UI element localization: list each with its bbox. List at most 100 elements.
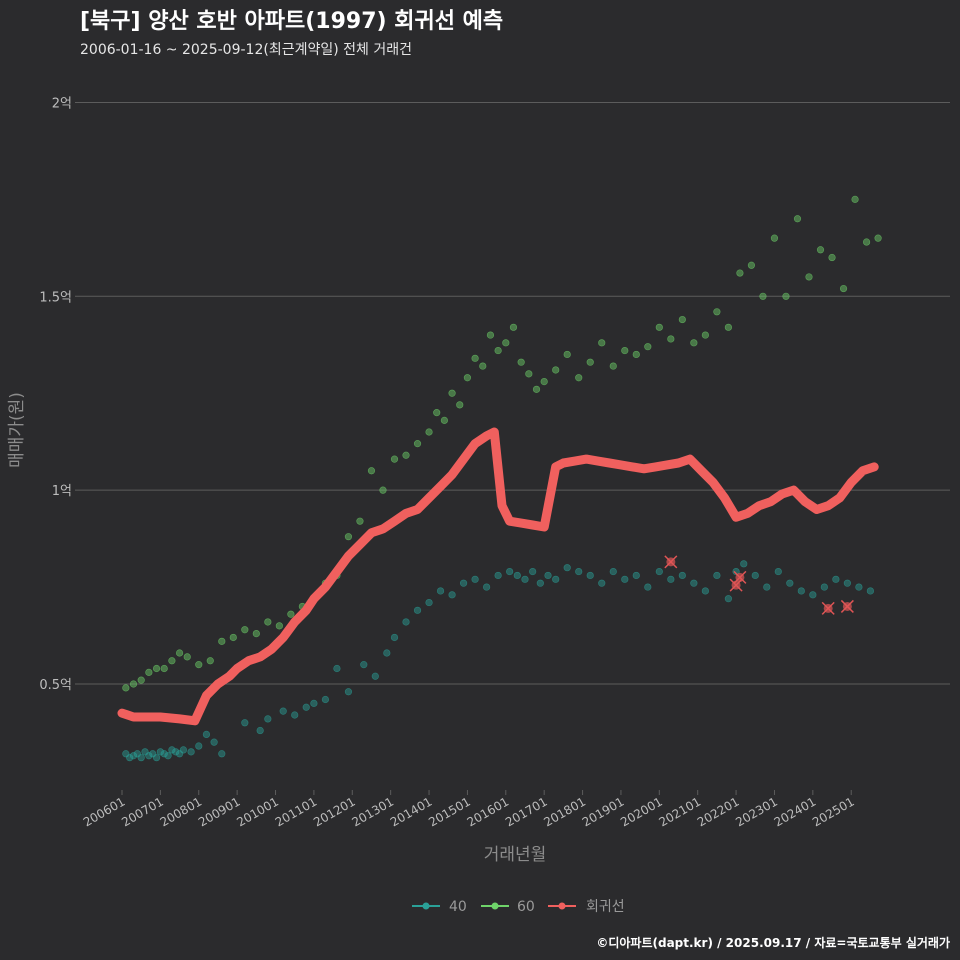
point-series-40: [126, 754, 134, 762]
point-series-40: [218, 750, 226, 758]
point-series-40: [371, 672, 379, 680]
x-tick-label: 201301: [349, 794, 396, 829]
scatter-points: [122, 195, 882, 762]
point-series-60: [667, 335, 675, 343]
x-tick-label: 202201: [695, 794, 742, 829]
point-series-40: [644, 583, 652, 591]
point-series-40: [141, 748, 149, 756]
point-series-40: [168, 746, 176, 754]
y-tick-label: 0.5억: [39, 678, 72, 693]
point-series-40: [820, 583, 828, 591]
point-series-40: [425, 598, 433, 607]
point-series-40: [160, 750, 168, 758]
point-series-60: [356, 517, 364, 525]
point-series-40: [544, 571, 552, 580]
point-series-40: [774, 567, 782, 576]
point-series-60: [632, 350, 640, 359]
point-series-60: [486, 331, 495, 339]
point-series-40: [536, 579, 544, 587]
point-series-40: [448, 591, 456, 599]
point-series-40: [655, 567, 663, 576]
point-series-60: [425, 428, 433, 436]
highlight-marker: [840, 599, 854, 613]
x-tick-label: 201101: [273, 794, 320, 829]
point-series-60: [471, 354, 479, 362]
point-series-40: [809, 591, 817, 599]
point-series-40: [390, 633, 399, 642]
point-series-40: [832, 575, 840, 583]
point-series-40: [621, 575, 629, 583]
point-series-40: [302, 703, 310, 711]
x-tick-label: 202001: [618, 794, 665, 829]
point-series-60: [552, 366, 560, 374]
point-series-60: [287, 610, 295, 618]
point-series-60: [747, 261, 756, 269]
x-tick-label: 201501: [426, 794, 473, 829]
point-series-40: [164, 752, 172, 760]
point-series-40: [321, 695, 330, 704]
point-series-60: [479, 362, 487, 370]
point-series-40: [740, 560, 748, 568]
point-series-60: [145, 668, 153, 676]
point-series-60: [152, 664, 161, 673]
point-series-60: [598, 339, 606, 347]
point-series-60: [129, 680, 138, 688]
point-series-60: [678, 315, 686, 324]
point-series-40: [667, 575, 675, 583]
x-tick-labels: 2006012007012008012009012010012011012012…: [81, 790, 857, 830]
point-series-60: [713, 308, 721, 316]
point-series-40: [210, 738, 218, 746]
point-series-60: [736, 269, 744, 277]
y-tick-label: 1.5억: [39, 290, 72, 305]
point-series-60: [502, 339, 510, 347]
point-series-60: [816, 246, 825, 254]
x-tick-label: 200901: [196, 794, 243, 829]
point-series-40: [609, 567, 617, 576]
point-series-40: [575, 567, 583, 576]
chart-caption: ©디아파트(dapt.kr) / 2025.09.17 / 자료=국토교통부 실…: [596, 935, 950, 950]
point-series-60: [137, 676, 145, 684]
point-series-60: [586, 358, 594, 366]
point-series-40: [360, 661, 368, 669]
point-series-40: [494, 571, 502, 580]
point-series-60: [440, 416, 448, 424]
x-tick-label: 201401: [388, 794, 435, 829]
point-series-60: [433, 409, 441, 417]
point-series-60: [463, 374, 472, 382]
point-series-40: [866, 587, 875, 595]
point-series-40: [310, 699, 318, 707]
legend-item-60: 60: [481, 899, 535, 915]
point-series-60: [701, 331, 709, 339]
point-series-60: [494, 346, 502, 355]
x-tick-label: 202501: [810, 794, 857, 829]
point-series-60: [575, 374, 583, 382]
point-series-40: [586, 571, 594, 580]
x-tick-label: 202101: [657, 794, 704, 829]
highlight-marker: [664, 555, 678, 569]
point-series-40: [797, 587, 805, 595]
point-series-60: [525, 370, 533, 378]
x-tick-label: 202401: [772, 794, 819, 829]
x-tick-label: 201601: [465, 794, 512, 829]
x-tick-label: 201001: [234, 794, 281, 829]
x-axis-title: 거래년월: [484, 845, 547, 865]
point-series-60: [874, 234, 882, 242]
point-series-60: [759, 292, 767, 300]
y-tick-labels: 0.5억 1억 1.5억 2억: [39, 96, 72, 693]
x-tick-label: 202301: [733, 794, 780, 829]
point-series-40: [598, 579, 606, 587]
y-axis-title: 매매가(원): [7, 392, 27, 468]
highlight-markers: [664, 555, 854, 615]
highlight-marker: [821, 601, 835, 615]
x-tick-label: 201801: [541, 794, 588, 829]
point-series-40: [195, 742, 203, 750]
legend-item-40: 40: [412, 899, 467, 915]
point-series-60: [367, 467, 376, 475]
point-series-60: [805, 273, 813, 281]
regression-line: [117, 427, 879, 726]
point-series-60: [402, 451, 410, 459]
legend-label-60: 60: [517, 899, 535, 915]
point-series-40: [383, 649, 391, 657]
